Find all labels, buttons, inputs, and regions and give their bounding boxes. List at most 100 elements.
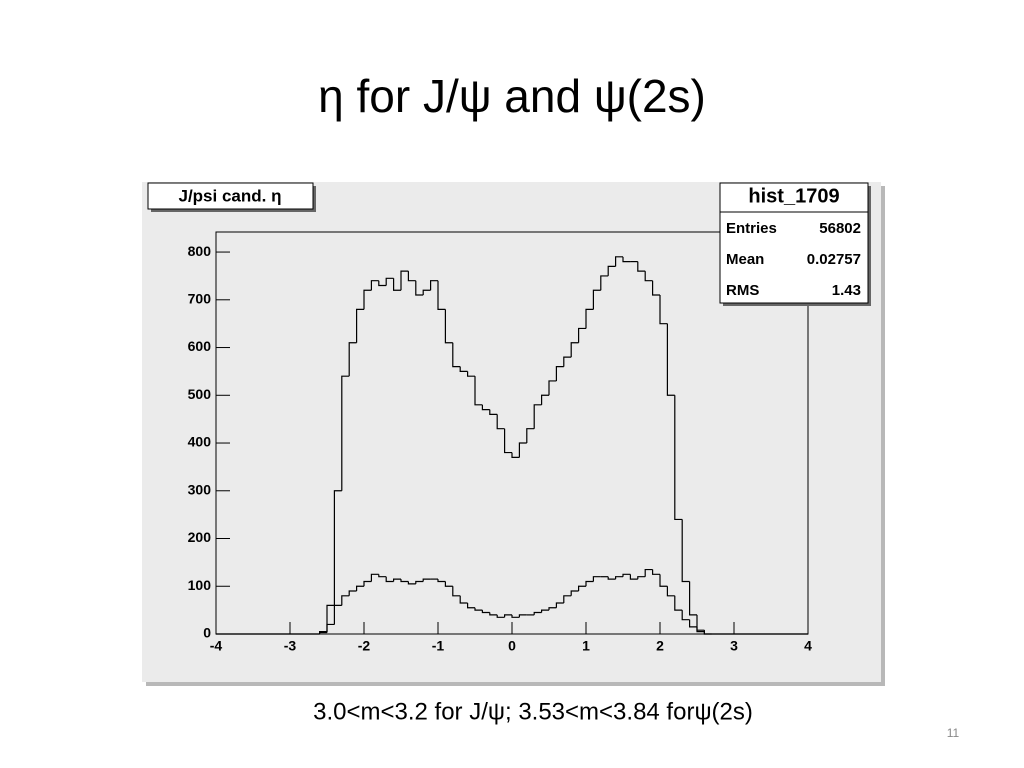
stats-key: Mean [726,251,764,268]
hist-bin [578,585,586,592]
stats-key: RMS [726,282,759,299]
hist-bin [555,602,564,608]
hist-bin [629,574,638,580]
x-tick-label: 3 [730,638,738,654]
hist-bin [407,271,416,282]
y-tick-label: 700 [188,290,212,306]
label-box [147,182,314,210]
hist-bin [437,579,446,583]
hist-bin [333,604,342,625]
hist-bin [422,289,431,296]
hist-bin [437,280,446,310]
hist-bin [378,280,387,287]
stats-value: 1.43 [832,282,861,299]
y-tick-label: 200 [188,529,212,545]
hist-bin [422,578,431,582]
hist-bin [326,604,335,632]
hist-bin [504,428,512,454]
hist-bin [385,277,394,286]
x-tick-label: -2 [358,638,371,654]
hist-bin [548,380,557,396]
hist-bin [489,409,498,415]
hist-bin [467,602,475,609]
hist-bin [481,404,490,411]
hist-bin [489,612,498,616]
hist-bin [615,576,623,580]
y-tick-label: 100 [188,577,212,593]
hist-bin [585,308,594,329]
hist-bin [548,607,557,611]
hist-bin [674,595,683,611]
hist-bin [393,278,401,291]
plot: 0 100 200 300 400 500 600 700 800 -4 -3 -2 -1 0 1 2 3 4 [188,243,812,654]
hist-bin [652,569,660,575]
hist-bin [481,610,490,614]
x-tick-label: -1 [432,638,445,654]
hist-bin [622,256,631,263]
x-tick-label: 0 [508,638,516,654]
hist-bin [518,614,527,618]
hist-bin [666,586,675,597]
hist-bin [666,323,675,396]
hist-bin [496,614,505,618]
hist-bin [370,280,379,291]
hist-bin [689,619,697,628]
hist-bin [585,580,594,587]
slide-title: η for J/ψ and ψ(2s) [318,70,706,122]
y-tick-label: 400 [188,434,212,450]
hist-bin [356,585,364,592]
hist-bin [615,256,623,267]
hist-bin [555,366,564,381]
hist-bin [370,573,379,582]
hist-bin [563,595,572,603]
hist-bin [474,607,483,611]
hist-bin [385,576,394,583]
hist-bin [644,568,653,577]
hist-bin [541,394,549,405]
hist-bin [592,289,601,310]
stats-box [719,182,869,304]
hist-bin [652,280,660,296]
hist-bin [681,519,690,583]
hist-bin [407,581,416,585]
hist-bin [400,579,409,583]
hist-bin [570,342,579,358]
hist-bin [622,573,631,577]
hist-bin [637,261,646,272]
hist-bin [378,574,387,578]
y-tick-label: 500 [188,386,212,402]
hist-label: J/psi cand. η [179,186,282,205]
hist-bin [415,280,424,296]
hist-bin [578,327,586,343]
y-tick-label: 0 [203,625,211,641]
hist-bin [504,614,512,618]
hist-bin [511,614,520,618]
hist-bin [430,280,438,291]
hist-bin [541,609,549,613]
hist-bin [533,611,542,615]
hist-bin [563,356,572,367]
hist-bin [637,576,646,580]
hist-bin [518,442,527,458]
caption: 3.0<m<3.2 for J/ψ; 3.53<m<3.84 forψ(2s) [313,698,753,725]
y-tick-label: 800 [188,243,212,259]
hist-bin [659,574,668,587]
hist-bin [644,271,653,282]
hist-bin [400,270,409,291]
hist-bin [511,452,520,458]
stats-rows: Entries 56802 Mean 0.02757 RMS 1.43 [726,220,861,299]
hist-bin [681,610,690,621]
hist-bin [600,275,609,291]
hist-bin [689,581,697,616]
plot-frame [215,231,809,635]
x-tick-label: 1 [582,638,590,654]
hist-bin [674,395,683,521]
hist-bin [459,595,468,604]
hist-bin [341,375,350,491]
y-tick-label: 600 [188,338,212,354]
hist-bin [341,595,350,606]
hist-bin [326,623,335,633]
x-tick-label: 4 [804,638,812,654]
hist-bin [348,342,357,377]
